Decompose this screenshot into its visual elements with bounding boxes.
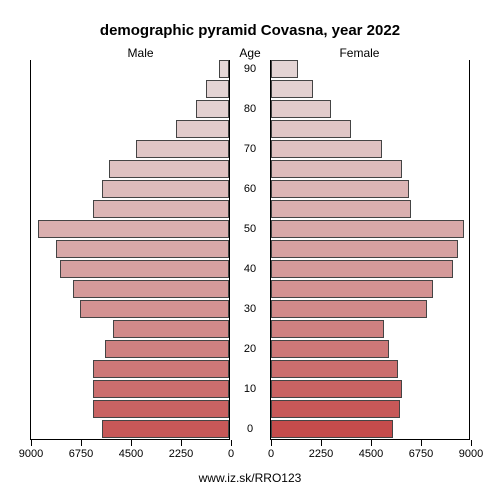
female-bar	[271, 320, 384, 338]
female-bar	[271, 340, 389, 358]
age-label: Age	[225, 46, 275, 60]
x-tick-mark	[131, 440, 132, 446]
age-axis: 0 10 20 30 40 50 60 70 80 90	[230, 60, 270, 440]
female-bar	[271, 100, 331, 118]
x-tick-label: 0	[228, 448, 234, 460]
female-bar	[271, 400, 400, 418]
x-tick-label: 2250	[309, 448, 333, 460]
male-bar	[176, 120, 229, 138]
female-bar	[271, 60, 298, 78]
female-bar	[271, 80, 313, 98]
female-panel: 02250450067509000	[270, 60, 470, 440]
male-bar	[93, 360, 229, 378]
female-bar	[271, 360, 398, 378]
source-text: www.iz.sk/RRO123	[0, 471, 500, 485]
age-tick: 40	[230, 263, 270, 275]
age-tick: 50	[230, 223, 270, 235]
male-bar	[38, 220, 229, 238]
female-bar	[271, 200, 411, 218]
age-tick: 0	[230, 423, 270, 435]
chart-title: demographic pyramid Covasna, year 2022	[0, 22, 500, 39]
x-tick-label: 6750	[69, 448, 93, 460]
age-tick: 20	[230, 343, 270, 355]
x-tick-label: 4500	[359, 448, 383, 460]
pyramid-chart: demographic pyramid Covasna, year 2022 M…	[0, 0, 500, 500]
female-bar	[271, 280, 433, 298]
x-tick-label: 9000	[19, 448, 43, 460]
x-tick-label: 4500	[119, 448, 143, 460]
male-bar	[102, 180, 229, 198]
male-label: Male	[61, 46, 221, 60]
x-tick-mark	[271, 440, 272, 446]
male-bar	[196, 100, 229, 118]
age-tick: 90	[230, 63, 270, 75]
male-bar	[73, 280, 229, 298]
x-tick-mark	[471, 440, 472, 446]
male-bar	[93, 200, 229, 218]
plot-area: 02250450067509000 0 10 20 30 40 50 60 70 80 90 02…	[30, 60, 470, 440]
female-bar	[271, 180, 409, 198]
male-bar	[109, 160, 229, 178]
female-label: Female	[279, 46, 439, 60]
male-bar	[219, 60, 229, 78]
x-tick-label: 0	[268, 448, 274, 460]
male-bar	[206, 80, 229, 98]
male-bar	[136, 140, 229, 158]
x-tick-mark	[81, 440, 82, 446]
female-bar	[271, 420, 393, 438]
x-tick-mark	[31, 440, 32, 446]
male-bar	[113, 320, 229, 338]
male-panel: 02250450067509000	[30, 60, 230, 440]
x-tick-mark	[321, 440, 322, 446]
male-bar	[60, 260, 229, 278]
female-bar	[271, 140, 382, 158]
male-bar	[80, 300, 229, 318]
age-tick: 30	[230, 303, 270, 315]
female-bar	[271, 120, 351, 138]
age-tick: 80	[230, 103, 270, 115]
female-bar	[271, 240, 458, 258]
x-tick-mark	[181, 440, 182, 446]
age-tick: 10	[230, 383, 270, 395]
x-tick-label: 9000	[459, 448, 483, 460]
x-tick-mark	[371, 440, 372, 446]
x-tick-mark	[421, 440, 422, 446]
female-bar	[271, 260, 453, 278]
x-tick-mark	[231, 440, 232, 446]
x-tick-label: 6750	[409, 448, 433, 460]
x-tick-label: 2250	[169, 448, 193, 460]
age-tick: 70	[230, 143, 270, 155]
male-bar	[105, 340, 229, 358]
male-bar	[56, 240, 229, 258]
female-bar	[271, 220, 464, 238]
female-bar	[271, 160, 402, 178]
male-bar	[93, 400, 229, 418]
male-bar	[93, 380, 229, 398]
female-bar	[271, 300, 427, 318]
age-tick: 60	[230, 183, 270, 195]
female-bar	[271, 380, 402, 398]
male-bar	[102, 420, 229, 438]
